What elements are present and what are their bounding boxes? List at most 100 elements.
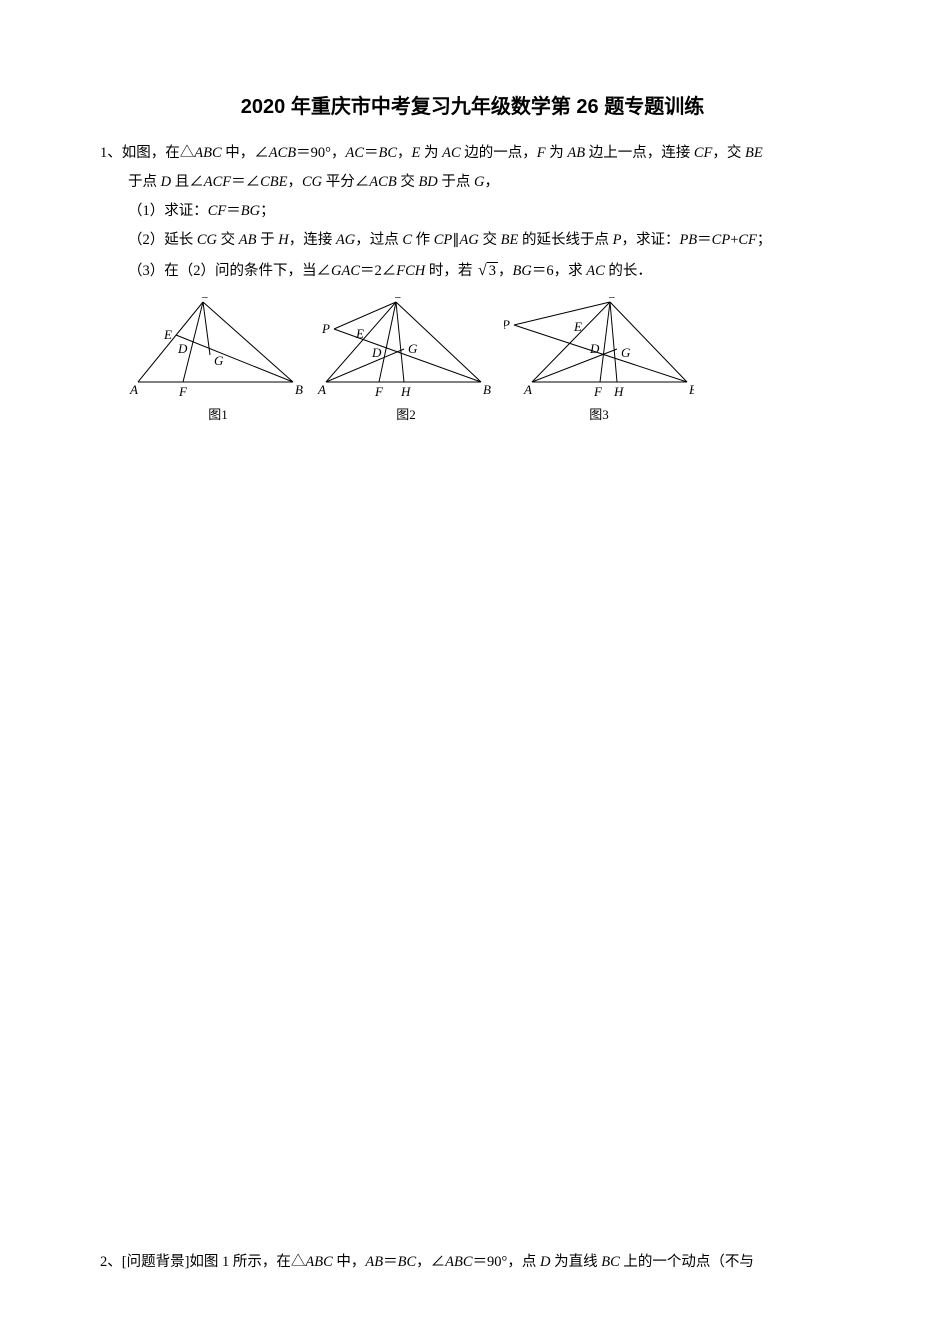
t: BC: [601, 1254, 620, 1270]
svg-text:E: E: [573, 319, 582, 334]
svg-text:A: A: [129, 382, 138, 397]
t: ＝: [226, 203, 241, 219]
t: （2）延长: [128, 232, 197, 248]
t: ACB: [269, 145, 296, 161]
t: 上的一个动点（不与: [620, 1254, 754, 1270]
t: F: [537, 145, 546, 161]
p1-part2: （2）延长 CG 交 AB 于 H，连接 AG，过点 C 作 CP∥AG 交 B…: [100, 226, 845, 255]
figure-2: ABCHFEDGP 图2: [316, 297, 496, 428]
t: FCH: [396, 263, 425, 279]
t: 作: [412, 232, 434, 248]
svg-text:C: C: [200, 297, 209, 301]
p1-line2: 于点 D 且∠ACF＝∠CBE，CG 平分∠ACB 交 BD 于点 G，: [100, 168, 845, 197]
t: AC: [442, 145, 461, 161]
page: 2020 年重庆市中考复习九年级数学第 26 题专题训练 1、如图，在△ABC …: [0, 0, 945, 488]
t: ，过点: [355, 232, 402, 248]
t: 平分∠: [322, 174, 369, 190]
svg-text:G: G: [621, 345, 631, 360]
p1-part3: （3）在（2）问的条件下，当∠GAC＝2∠FCH 时，若 √3，BG＝6，求 A…: [100, 255, 845, 287]
t: ABC: [194, 145, 221, 161]
t: D: [540, 1254, 550, 1270]
t: BD: [418, 174, 437, 190]
svg-text:A: A: [317, 382, 326, 397]
svg-text:C: C: [607, 297, 616, 301]
t: CP: [434, 232, 453, 248]
svg-text:B: B: [689, 382, 694, 397]
t: ，: [397, 145, 412, 161]
t: AC: [345, 145, 364, 161]
t: ＝6，求: [532, 263, 586, 279]
t: CG: [302, 174, 322, 190]
p2-num: 2、: [100, 1254, 122, 1270]
svg-text:H: H: [613, 384, 624, 399]
t: CF: [738, 232, 757, 248]
t: ACB: [369, 174, 396, 190]
t: ＝: [697, 232, 712, 248]
svg-text:D: D: [589, 341, 600, 356]
t: GAC: [331, 263, 360, 279]
t: 中，: [333, 1254, 366, 1270]
t: 交: [217, 232, 239, 248]
sqrt-radicand: 3: [487, 262, 498, 279]
t: 交: [479, 232, 501, 248]
t: ACF: [204, 174, 231, 190]
p1-line1: 1、如图，在△ABC 中，∠ACB＝90°，AC＝BC，E 为 AC 边的一点，…: [100, 139, 845, 168]
page-title: 2020 年重庆市中考复习九年级数学第 26 题专题训练: [100, 90, 845, 119]
t: AG: [336, 232, 355, 248]
t: 时，若: [425, 263, 476, 279]
t: CBE: [260, 174, 287, 190]
figure-1: ABCEDFG 图1: [128, 297, 308, 428]
t: BE: [745, 145, 763, 161]
svg-text:C: C: [393, 297, 402, 301]
t: [问题背景]如图 1 所示，在△: [122, 1254, 306, 1270]
t: ；: [757, 232, 772, 248]
t: BG: [513, 263, 532, 279]
p1-num: 1、: [100, 145, 122, 161]
t: AC: [586, 263, 605, 279]
t: ，: [288, 174, 303, 190]
t: CF: [208, 203, 227, 219]
t: CG: [197, 232, 217, 248]
t: 边的一点，: [461, 145, 537, 161]
svg-text:P: P: [321, 321, 330, 336]
t: ，交: [712, 145, 745, 161]
t: PB: [679, 232, 697, 248]
t: ，: [485, 174, 500, 190]
p1-part1: （1）求证：CF＝BG；: [100, 197, 845, 226]
t: AG: [460, 232, 479, 248]
svg-text:H: H: [400, 384, 411, 399]
problem-2: 2、[问题背景]如图 1 所示，在△ABC 中，AB＝BC，∠ABC＝90°，点…: [100, 1248, 845, 1277]
t: BE: [501, 232, 519, 248]
figure-1-svg: ABCEDFG: [128, 297, 308, 402]
t: （1）求证：: [128, 203, 208, 219]
t: ，求证：: [621, 232, 679, 248]
svg-text:F: F: [374, 384, 384, 399]
svg-text:G: G: [408, 341, 418, 356]
t: G: [474, 174, 484, 190]
t: C: [402, 232, 412, 248]
svg-text:A: A: [523, 382, 532, 397]
t: ＝∠: [231, 174, 260, 190]
t: ABC: [305, 1254, 332, 1270]
t: 为直线: [550, 1254, 601, 1270]
t: ＝90°，点: [473, 1254, 540, 1270]
svg-text:F: F: [178, 384, 188, 399]
t: AB: [365, 1254, 383, 1270]
t: 为: [546, 145, 568, 161]
t: ＝: [383, 1254, 398, 1270]
figures-row: ABCEDFG 图1 ABCHFEDGP 图2 ABCHFEDGP 图3: [128, 297, 845, 428]
svg-text:E: E: [163, 327, 172, 342]
t: H: [278, 232, 288, 248]
t: AB: [567, 145, 585, 161]
t: ∥: [452, 232, 459, 248]
figure-2-label: 图2: [316, 402, 496, 428]
t: BC: [379, 145, 398, 161]
sqrt-icon: √3: [476, 255, 498, 287]
t: ABC: [445, 1254, 472, 1270]
svg-text:P: P: [504, 317, 510, 332]
svg-text:D: D: [371, 345, 382, 360]
t: 于: [257, 232, 279, 248]
t: 且∠: [171, 174, 204, 190]
t: ＝: [364, 145, 379, 161]
t: CP: [712, 232, 731, 248]
